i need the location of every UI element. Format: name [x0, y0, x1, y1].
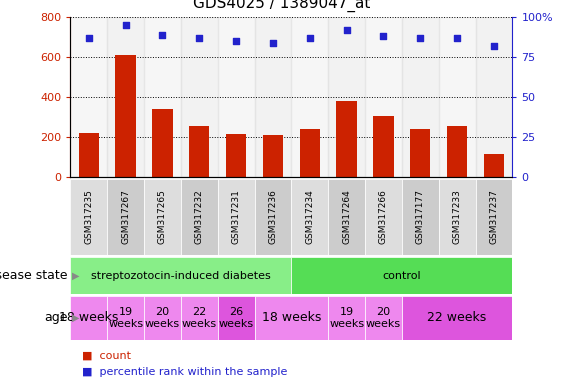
Bar [292, 179, 328, 255]
Bar [292, 17, 328, 177]
Bar [79, 133, 99, 177]
Text: GSM317266: GSM317266 [379, 190, 388, 244]
Text: 20
weeks: 20 weeks [145, 307, 180, 329]
Text: GSM317267: GSM317267 [121, 190, 130, 244]
Text: 22
weeks: 22 weeks [182, 307, 217, 329]
Bar [115, 55, 136, 177]
Bar [254, 17, 292, 177]
Text: GSM317236: GSM317236 [269, 190, 278, 244]
Bar [328, 179, 365, 255]
Text: 26
weeks: 26 weeks [218, 307, 254, 329]
Bar [226, 134, 246, 177]
Point [305, 35, 314, 41]
Bar [365, 296, 402, 340]
Text: GSM317265: GSM317265 [158, 190, 167, 244]
Bar [70, 179, 107, 255]
Bar [70, 257, 292, 294]
Bar [153, 109, 173, 177]
Bar [107, 17, 144, 177]
Bar [189, 126, 209, 177]
Point [415, 35, 425, 41]
Bar [328, 17, 365, 177]
Bar [181, 179, 218, 255]
Bar [107, 179, 144, 255]
Text: 19
weeks: 19 weeks [108, 307, 143, 329]
Point [158, 32, 167, 38]
Point [84, 35, 93, 41]
Text: GSM317234: GSM317234 [305, 190, 314, 244]
Text: GSM317232: GSM317232 [195, 190, 204, 244]
Bar [402, 17, 439, 177]
Bar [218, 296, 254, 340]
Text: 19
weeks: 19 weeks [329, 307, 364, 329]
Point [121, 22, 130, 28]
Bar [447, 126, 467, 177]
Text: GSM317235: GSM317235 [84, 190, 93, 244]
Bar [70, 296, 107, 340]
Text: GSM317264: GSM317264 [342, 190, 351, 244]
Bar [328, 296, 365, 340]
Bar [107, 296, 144, 340]
Bar [373, 116, 394, 177]
Point [195, 35, 204, 41]
Point [453, 35, 462, 41]
Bar [439, 179, 476, 255]
Text: ■  count: ■ count [82, 350, 131, 360]
Text: streptozotocin-induced diabetes: streptozotocin-induced diabetes [91, 270, 271, 281]
Text: ■  percentile rank within the sample: ■ percentile rank within the sample [82, 367, 287, 377]
Text: GSM317231: GSM317231 [231, 190, 240, 244]
Bar [254, 179, 292, 255]
Bar [402, 296, 512, 340]
Bar [365, 17, 402, 177]
Point [269, 40, 278, 46]
Text: 20
weeks: 20 weeks [366, 307, 401, 329]
Text: GSM317233: GSM317233 [453, 190, 462, 244]
Bar [254, 296, 328, 340]
Point [231, 38, 240, 44]
Bar [300, 129, 320, 177]
Bar [337, 101, 357, 177]
Bar [218, 179, 254, 255]
Bar [410, 129, 430, 177]
Bar [365, 179, 402, 255]
Bar [292, 257, 512, 294]
Text: 22 weeks: 22 weeks [427, 311, 486, 324]
Text: 18 weeks: 18 weeks [262, 311, 321, 324]
Bar [144, 296, 181, 340]
Bar [181, 17, 218, 177]
Text: GDS4025 / 1389047_at: GDS4025 / 1389047_at [193, 0, 370, 12]
Bar [218, 17, 254, 177]
Bar [144, 17, 181, 177]
Bar [144, 179, 181, 255]
Point [342, 27, 351, 33]
Bar [402, 179, 439, 255]
Text: control: control [382, 270, 421, 281]
Point [489, 43, 498, 49]
Text: age: age [44, 311, 68, 324]
Bar [484, 154, 504, 177]
Bar [439, 17, 476, 177]
Text: GSM317177: GSM317177 [415, 189, 425, 245]
Text: GSM317237: GSM317237 [489, 190, 498, 244]
Point [379, 33, 388, 40]
Bar [263, 135, 283, 177]
Text: ▶: ▶ [72, 313, 79, 323]
Text: ▶: ▶ [72, 270, 79, 281]
Bar [476, 179, 512, 255]
Bar [70, 17, 107, 177]
Text: 18 weeks: 18 weeks [59, 311, 118, 324]
Bar [181, 296, 218, 340]
Text: disease state: disease state [0, 269, 68, 282]
Bar [476, 17, 512, 177]
